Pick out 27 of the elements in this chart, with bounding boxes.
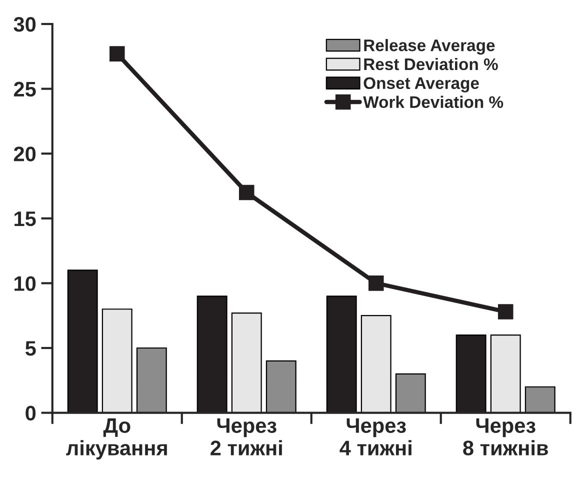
bar <box>266 360 296 413</box>
legend-label: Onset Average <box>364 77 479 92</box>
y-tick-label: 20 <box>14 146 36 162</box>
y-tick-label: 30 <box>14 17 36 32</box>
bar <box>231 312 262 413</box>
point <box>498 304 514 320</box>
y-tick-label: 25 <box>14 82 36 97</box>
x-tick-label: До лікування <box>66 418 167 460</box>
x-tick-label: Через 2 тижні <box>210 418 282 456</box>
legend-label: Release Average <box>364 39 495 55</box>
bar <box>490 334 521 413</box>
y-tick-label: 15 <box>14 212 36 226</box>
bar <box>102 308 132 413</box>
legend-label: Work Deviation % <box>363 96 504 108</box>
legend-label: Rest Deviation % <box>364 58 498 70</box>
y-tick-label: 0 <box>26 406 36 421</box>
y-tick-label: 5 <box>25 341 36 356</box>
y-tick-label: 10 <box>14 276 36 291</box>
bar <box>360 315 392 413</box>
bar <box>136 347 167 413</box>
bar <box>395 373 426 413</box>
point <box>109 46 125 62</box>
point <box>238 184 254 200</box>
bar <box>524 386 556 413</box>
x-tick-label: Через 8 тижнів <box>463 418 548 456</box>
x-tick-label: Через 4 тижні <box>340 418 412 456</box>
point <box>368 276 384 291</box>
